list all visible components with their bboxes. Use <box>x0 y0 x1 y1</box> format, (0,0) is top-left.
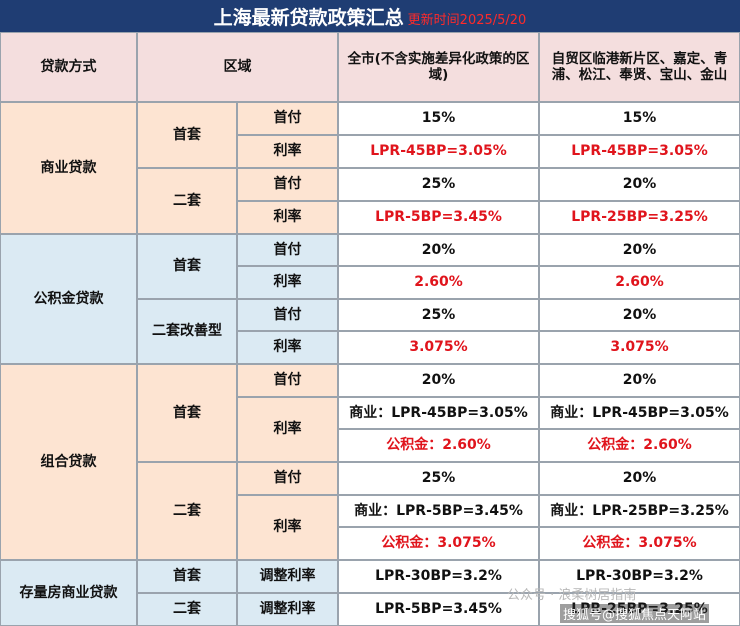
combined-second-label: 二套 <box>137 462 237 560</box>
provident-first-dp-zone: 20% <box>539 234 740 266</box>
existing-first-rate-label: 调整利率 <box>237 560 338 593</box>
combined-second-fund-zone: 公积金：3.075% <box>539 527 740 560</box>
combined-first-fund-city: 公积金：2.60% <box>338 429 539 462</box>
combined-first-label: 首套 <box>137 364 237 462</box>
header-zones: 自贸区临港新片区、嘉定、青浦、松江、奉贤、宝山、金山 <box>539 32 740 102</box>
combined-first-com-zone: 商业：LPR-45BP=3.05% <box>539 397 740 429</box>
update-date: 更新时间2025/5/20 <box>407 12 527 28</box>
combined-first-dp-zone: 20% <box>539 364 740 397</box>
commercial-first-rate-city: LPR-45BP=3.05% <box>338 135 539 168</box>
combined-second-dp-city: 25% <box>338 462 539 495</box>
title-bar: 上海最新贷款政策汇总 更新时间2025/5/20 <box>0 0 740 32</box>
combined-second-dp-zone: 20% <box>539 462 740 495</box>
combined-first-com-city: 商业：LPR-45BP=3.05% <box>338 397 539 429</box>
existing-loan-label: 存量房商业贷款 <box>0 560 137 626</box>
provident-first-rate-zone: 2.60% <box>539 266 740 299</box>
provident-second-dp-zone: 20% <box>539 299 740 331</box>
commercial-second-dp-label: 首付 <box>237 168 338 201</box>
combined-second-com-zone: 商业：LPR-25BP=3.25% <box>539 495 740 527</box>
provident-second-rate-zone: 3.075% <box>539 331 740 364</box>
commercial-second-dp-city: 25% <box>338 168 539 201</box>
combined-second-com-city: 商业：LPR-5BP=3.45% <box>338 495 539 527</box>
existing-second-city: LPR-5BP=3.45% <box>338 593 539 626</box>
combined-first-dp-label: 首付 <box>237 364 338 397</box>
commercial-first-dp-zone: 15% <box>539 102 740 135</box>
commercial-second-rate-label: 利率 <box>237 201 338 234</box>
provident-second-dp-label: 首付 <box>237 299 338 331</box>
header-loan-type: 贷款方式 <box>0 32 137 102</box>
watermark-official-account: 公众号 · 浪柔树居指南 <box>507 588 637 603</box>
sheet-title: 上海最新贷款政策汇总 <box>213 6 404 29</box>
provident-first-rate-label: 利率 <box>237 266 338 299</box>
commercial-second-rate-zone: LPR-25BP=3.25% <box>539 201 740 234</box>
commercial-first-dp-city: 15% <box>338 102 539 135</box>
provident-first-rate-city: 2.60% <box>338 266 539 299</box>
commercial-second-label: 二套 <box>137 168 237 234</box>
combined-loan-label: 组合贷款 <box>0 364 137 560</box>
provident-second-rate-city: 3.075% <box>338 331 539 364</box>
existing-first-zone: LPR-30BP=3.2% <box>539 560 740 593</box>
combined-second-fund-city: 公积金：3.075% <box>338 527 539 560</box>
provident-second-dp-city: 25% <box>338 299 539 331</box>
provident-second-rate-label: 利率 <box>237 331 338 364</box>
provident-first-label: 首套 <box>137 234 237 299</box>
commercial-loan-label: 商业贷款 <box>0 102 137 234</box>
existing-second-rate-label: 调整利率 <box>237 593 338 626</box>
existing-first-city: LPR-30BP=3.2% <box>338 560 539 593</box>
provident-first-dp-city: 20% <box>338 234 539 266</box>
watermark-sohu: 搜狐号@搜狐焦点天阿站 <box>560 604 710 623</box>
commercial-second-dp-zone: 20% <box>539 168 740 201</box>
provident-loan-label: 公积金贷款 <box>0 234 137 364</box>
commercial-first-label: 首套 <box>137 102 237 168</box>
commercial-first-rate-label: 利率 <box>237 135 338 168</box>
existing-first-label: 首套 <box>137 560 237 593</box>
provident-second-label: 二套改善型 <box>137 299 237 364</box>
header-area: 区域 <box>137 32 338 102</box>
commercial-second-rate-city: LPR-5BP=3.45% <box>338 201 539 234</box>
commercial-first-dp-label: 首付 <box>237 102 338 135</box>
combined-first-rate-label: 利率 <box>237 397 338 462</box>
combined-second-rate-label: 利率 <box>237 495 338 560</box>
existing-second-label: 二套 <box>137 593 237 626</box>
combined-first-fund-zone: 公积金：2.60% <box>539 429 740 462</box>
commercial-first-rate-zone: LPR-45BP=3.05% <box>539 135 740 168</box>
combined-second-dp-label: 首付 <box>237 462 338 495</box>
header-city: 全市(不含实施差异化政策的区域) <box>338 32 539 102</box>
provident-first-dp-label: 首付 <box>237 234 338 266</box>
combined-first-dp-city: 20% <box>338 364 539 397</box>
